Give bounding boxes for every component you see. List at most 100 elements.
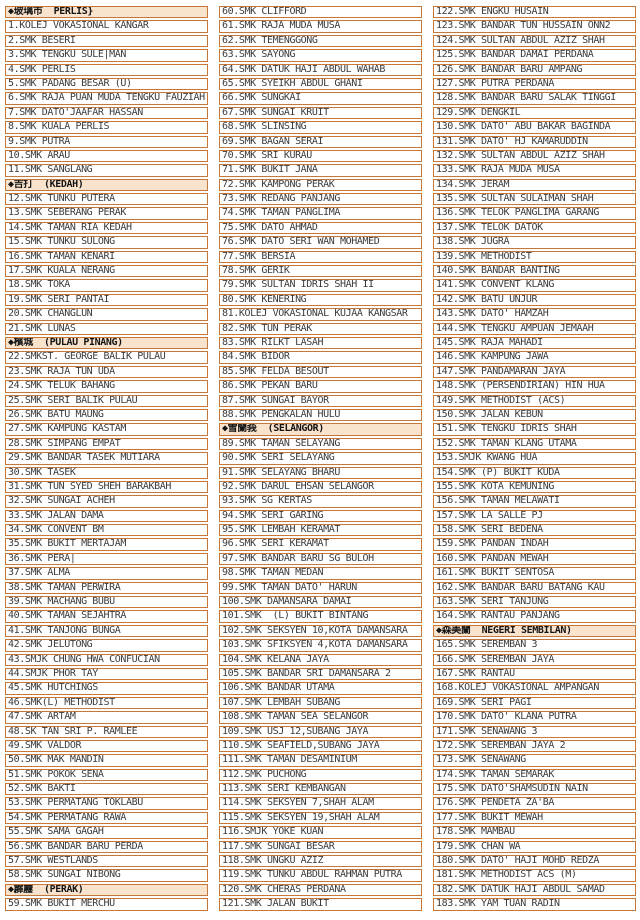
school-row: 104.SMK KELANA JAYA (219, 653, 422, 666)
school-row: 76.SMK DATO SERI WAN MOHAMED (219, 236, 422, 249)
school-row: 176.SMK PENDETA ZA'BA (433, 797, 636, 810)
school-row: 2.SMK BESERI (5, 34, 208, 48)
school-row: 168.KOLEJ VOKASIONAL AMPANGAN (433, 682, 636, 695)
state-section-header: ◆森美蘭 NEGERI SEMBILAN) (433, 624, 636, 638)
school-row: 102.SMK SEKSYEN 10,KOTA DAMANSARA (219, 624, 422, 638)
school-row: 4.SMK PERLIS (5, 63, 208, 76)
school-row: 54.SMK PERMATANG RAWA (5, 811, 208, 825)
school-row: 119.SMK TUNKU ABDUL RAHMAN PUTRA (219, 869, 422, 882)
school-row: 35.SMK BUKIT MERTAJAM (5, 538, 208, 551)
school-row: 39.SMK MACHANG BUBU (5, 596, 208, 609)
school-row: 134.SMK JERAM (433, 178, 636, 192)
school-row: 38.SMK TAMAN PERWIRA (5, 581, 208, 595)
school-row: 90.SMK SERI SELAYANG (219, 452, 422, 465)
school-row: 40.SMK TAMAN SEJAHTRA (5, 610, 208, 623)
school-row: 55.SMK SAMA GAGAH (5, 826, 208, 839)
school-row: 91.SMK SELAYANG BHARU (219, 466, 422, 479)
school-row: 60.SMK CLIFFORD (219, 6, 422, 19)
state-section-header: ◆雪蘭莪 (SELANGOR) (219, 423, 422, 436)
school-row: 8.SMK KUALA PERLIS (5, 121, 208, 134)
school-row: 26.SMK BATU MAUNG (5, 408, 208, 422)
school-row: 115.SMK SEKSYEN 19,SHAH ALAM (219, 811, 422, 825)
school-row: 137.SMK TELOK DATOK (433, 221, 636, 235)
school-row: 22.SMKST. GEORGE BALIK PULAU (5, 351, 208, 364)
school-row: 53.SMK PERMATANG TOKLABU (5, 797, 208, 810)
school-row: 124.SMK SULTAN ABDUL AZIZ SHAH (433, 34, 636, 48)
school-row: 166.SMK SEREMBAN JAYA (433, 653, 636, 666)
school-row: 74.SMK TAMAN PANGLIMA (219, 207, 422, 220)
school-row: 126.SMK BANDAR BARU AMPANG (433, 63, 636, 76)
school-row: 141.SMK CONVENT KLANG (433, 279, 636, 292)
school-row: 123.SMK BANDAR TUN HUSSAIN ONN2 (433, 20, 636, 33)
school-row: 49.SMK VALDOR (5, 739, 208, 753)
school-row: 73.SMK REDANG PANJANG (219, 193, 422, 206)
school-row: 64.SMK DATUK HAJI ABDUL WAHAB (219, 63, 422, 76)
school-row: 79.SMK SULTAN IDRIS SHAH II (219, 279, 422, 292)
school-row: 65.SMK SYEIKH ABDUL GHANI (219, 77, 422, 91)
school-row: 31.SMK TUN SYED SHEH BARAKBAH (5, 480, 208, 494)
school-row: 30.SMK TASEK (5, 466, 208, 479)
school-row: 171.SMK SENAWANG 3 (433, 725, 636, 738)
school-row: 33.SMK JALAN DAMA (5, 509, 208, 523)
state-section-header: ◆玻璃市 PERLIS} (5, 6, 208, 19)
school-row: 78.SMK GERIK (219, 265, 422, 278)
school-row: 34.SMK CONVENT BM (5, 524, 208, 537)
school-row: 175.SMK DATO'SHAMSUDIN NAIN (433, 783, 636, 796)
school-row: 121.SMK JALAN BUKIT (219, 898, 422, 911)
school-row: 51.SMK POKOK SENA (5, 768, 208, 782)
school-row: 23.SMK RAJA TUN UDA (5, 365, 208, 379)
school-row: 32.SMK SUNGAI ACHEH (5, 495, 208, 508)
school-row: 19.SMK SERI PANTAI (5, 293, 208, 307)
school-row: 155.SMK KOTA KEMUNING (433, 480, 636, 494)
school-row: 59.SMK BUKIT MERCHU (5, 898, 208, 911)
school-row: 179.SMK CHAN WA (433, 840, 636, 854)
school-row: 154.SMK (P) BUKIT KUDA (433, 466, 636, 479)
school-row: 142.SMK BATU UNJUR (433, 293, 636, 307)
school-row: 138.SMK JUGRA (433, 236, 636, 249)
school-row: 83.SMK RILKT LASAH (219, 336, 422, 350)
school-row: 13.SMK SEBERANG PERAK (5, 207, 208, 220)
school-row: 157.SMK LA SALLE PJ (433, 509, 636, 523)
school-row: 81.KOLEJ VOKASIONAL KUJAA KANGSAR (219, 308, 422, 321)
school-row: 75.SMK DATO AHMAD (219, 221, 422, 235)
school-row: 128.SMK BANDAR BARU SALAK TINGGI (433, 92, 636, 105)
school-row: 109.SMK USJ 12,SUBANG JAYA (219, 725, 422, 738)
school-row: 164.SMK RANTAU PANJANG (433, 610, 636, 623)
school-row: 118.SMK UNGKU AZIZ (219, 855, 422, 868)
school-row: 92.SMK DARUL EHSAN SELANGOR (219, 480, 422, 494)
school-row: 180.SMK DATO' HAJI MOHD REDZA (433, 855, 636, 868)
school-row: 50.SMK MAK MANDIN (5, 754, 208, 767)
school-row: 100.SMK DAMANSARA DAMAI (219, 596, 422, 609)
school-row: 61.SMK RAJA MUDA MUSA (219, 20, 422, 33)
school-row: 149.SMK METHODIST (ACS) (433, 394, 636, 407)
school-row: 112.SMK PUCHONG (219, 768, 422, 782)
school-row: 116.SMJK YOKE KUAN (219, 826, 422, 839)
school-row: 6.SMK RAJA PUAN MUDA TENGKU FAUZIAH (5, 92, 208, 105)
school-row: 97.SMK BANDAR BARU SG BULOH (219, 552, 422, 566)
school-row: 88.SMK PENGKALAN HULU (219, 408, 422, 422)
school-row: 156.SMK TAMAN MELAWATI (433, 495, 636, 508)
school-row: 174.SMK TAMAN SEMARAK (433, 768, 636, 782)
school-row: 169.SMK SERI PAGI (433, 696, 636, 710)
school-row: 58.SMK SUNGAI NIBONG (5, 869, 208, 882)
state-section-header: ◆霹靂 (PERAK) (5, 883, 208, 897)
school-row: 99.SMK TAMAN DATO' HARUN (219, 581, 422, 595)
school-row: 20.SMK CHANGLUN (5, 308, 208, 321)
school-row: 145.SMK RAJA MAHADI (433, 336, 636, 350)
school-row: 16.SMK TAMAN KENARI (5, 250, 208, 264)
school-row: 18.SMK TOKA (5, 279, 208, 292)
school-row: 62.SMK TEMENGGONG (219, 34, 422, 48)
school-row: 43.SMJK CHUNG HWA CONFUCIAN (5, 653, 208, 666)
school-row: 68.SMK SLINSING (219, 121, 422, 134)
school-row: 103.SMK SFIKSYEN 4,KOTA DAMANSARA (219, 639, 422, 652)
school-row: 135.SMK SULTAN SULAIMAN SHAH (433, 193, 636, 206)
school-row: 161.SMK BUKIT SENTOSA (433, 567, 636, 580)
school-row: 117.SMK SUNGAI BESAR (219, 840, 422, 854)
school-row: 37.SMK ALMA (5, 567, 208, 580)
school-row: 111.SMK TAMAN DESAMINIUM (219, 754, 422, 767)
school-row: 143.SMK DATO' HAMZAH (433, 308, 636, 321)
school-row: 120.SMK CHERAS PERDANA (219, 883, 422, 897)
school-row: 84.SMK BIDOR (219, 351, 422, 364)
school-row: 14.SMK TAMAN RIA KEDAH (5, 221, 208, 235)
school-row: 177.SMK BUKIT MEWAH (433, 811, 636, 825)
